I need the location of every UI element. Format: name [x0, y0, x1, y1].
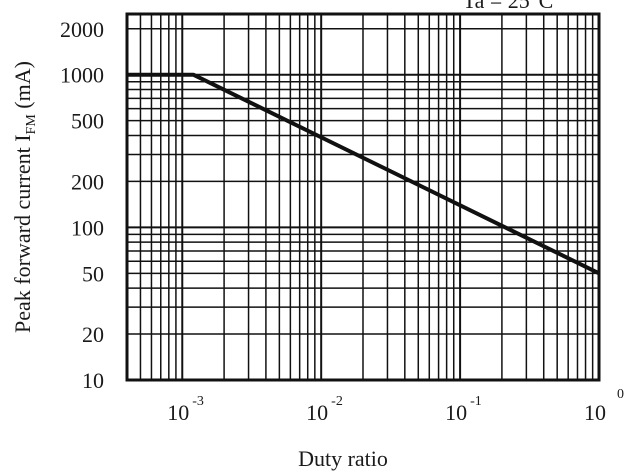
y-axis-label-suffix: (mA) [10, 61, 35, 114]
y-tick-label: 2000 [60, 17, 104, 42]
plot-frame [125, 12, 601, 382]
x-tick-exponent: -1 [470, 394, 482, 409]
series-line [127, 72, 600, 276]
y-axis-label-subscript: FM [24, 114, 39, 135]
y-tick-label: 100 [71, 215, 104, 240]
x-axis-label: Duty ratio [298, 446, 388, 471]
y-tick-labels: 2000 1000 500 200 100 50 20 10 [60, 17, 104, 393]
x-tick-exponent: -3 [192, 394, 204, 409]
y-tick-label: 200 [71, 169, 104, 194]
y-tick-label: 500 [71, 109, 104, 134]
x-tick-exponent: -2 [331, 394, 343, 409]
x-tick-label: 10 [167, 400, 189, 425]
x-tick-labels: 10 -3 10 -2 10 -1 100 [167, 387, 624, 425]
condition-label: Ta = 25°C [463, 0, 554, 13]
x-tick-label: 10 [584, 400, 606, 425]
x-tick-label: 10 [306, 400, 328, 425]
y-tick-label: 20 [82, 322, 104, 347]
x-tick-label: 10 [445, 400, 467, 425]
y-axis-label-prefix: Peak forward current I [10, 134, 35, 333]
y-tick-label: 1000 [60, 63, 104, 88]
y-axis-label: Peak forward current IFM (mA) [10, 61, 39, 333]
y-tick-label: 50 [82, 261, 104, 286]
grid [127, 14, 599, 380]
x-tick-exponent: 0 [617, 387, 624, 402]
y-tick-label: 10 [82, 368, 104, 393]
data-layer [127, 72, 600, 276]
